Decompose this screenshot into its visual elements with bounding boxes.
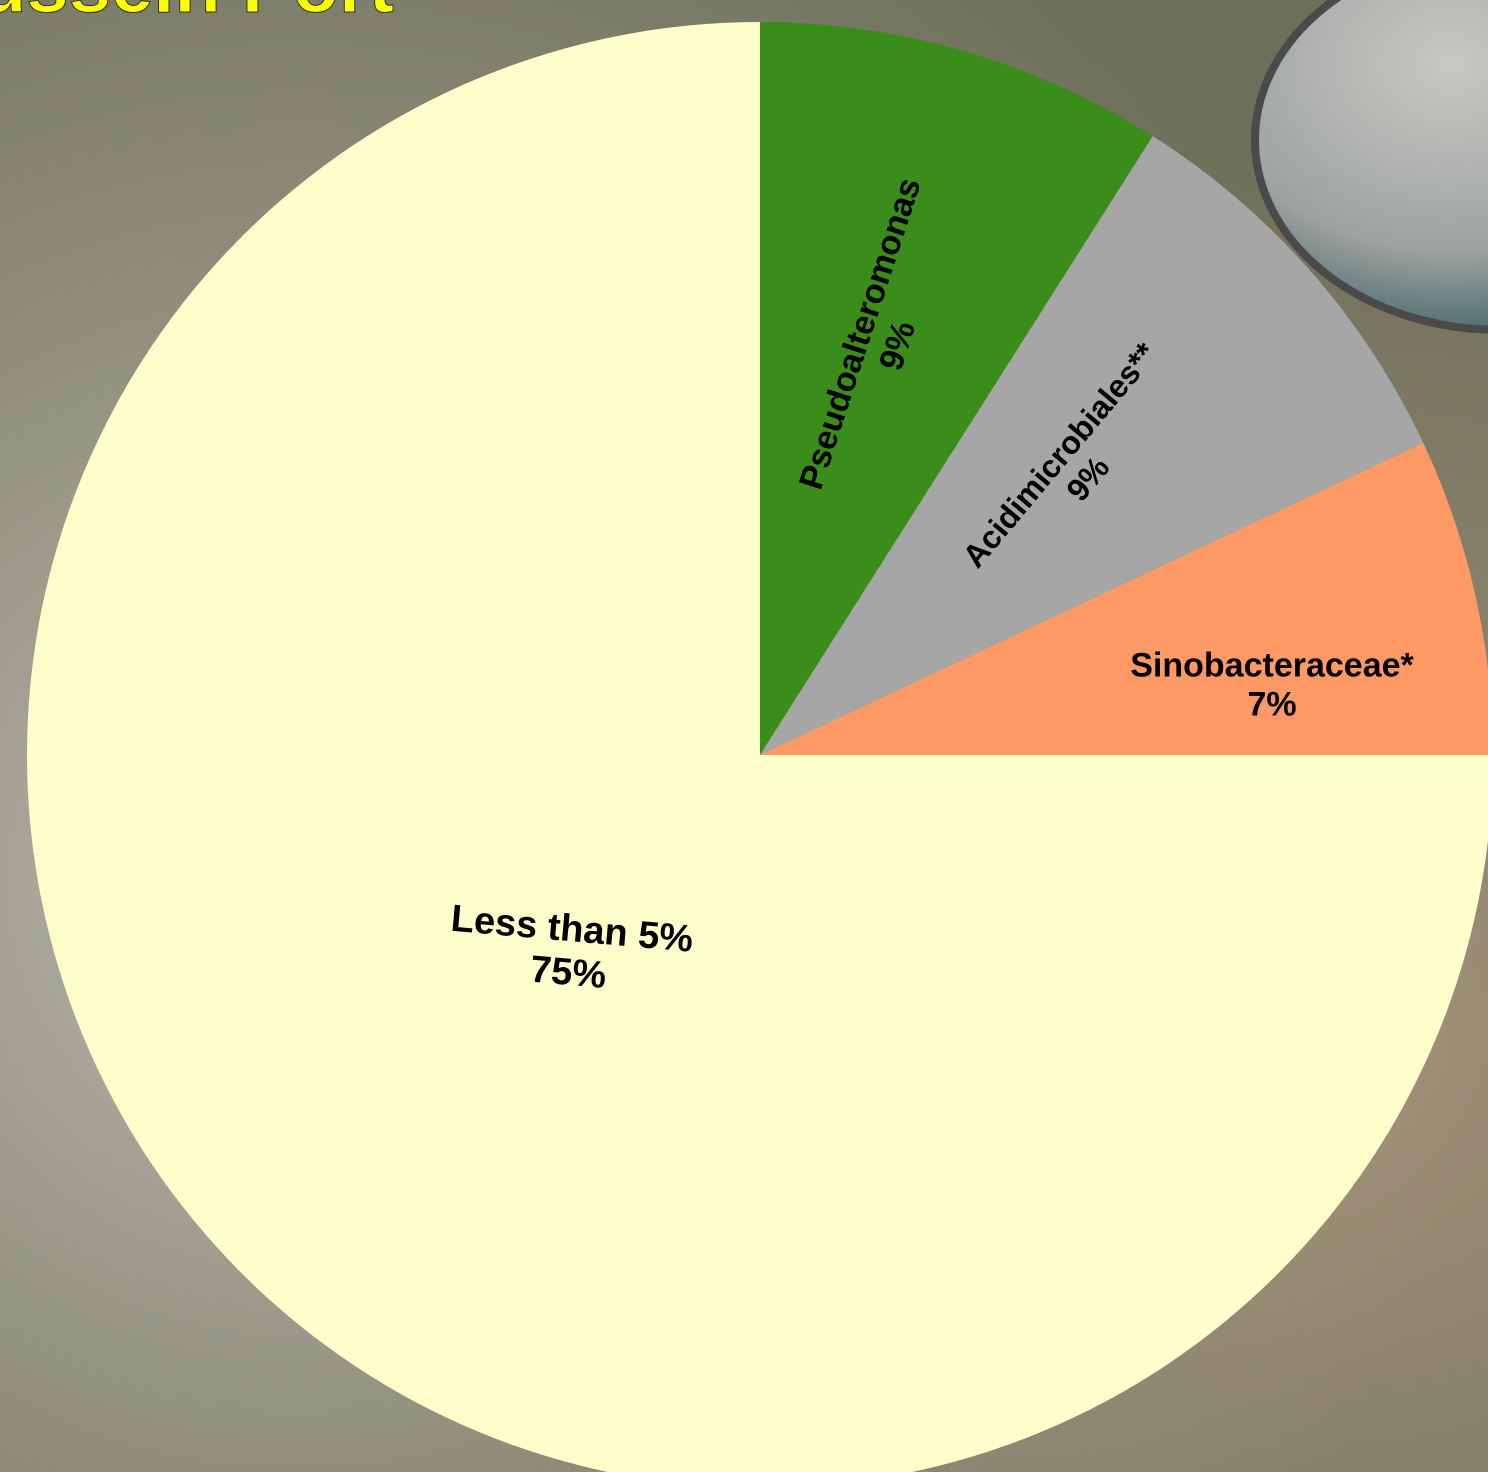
pie-slice [760,136,1424,755]
pie-slice [760,442,1488,755]
pie-slice [27,22,1488,1472]
value-label: 7% [1247,685,1296,723]
inset-map [1251,0,1488,334]
slice-label: Sinobacteraceae*7% [1130,646,1414,723]
value-label: 75% [528,949,607,997]
pie-slice [760,22,1153,755]
category-label: Sinobacteraceae* [1130,646,1414,684]
chart-title: ussein Port [0,0,394,29]
pie [27,22,1488,1472]
